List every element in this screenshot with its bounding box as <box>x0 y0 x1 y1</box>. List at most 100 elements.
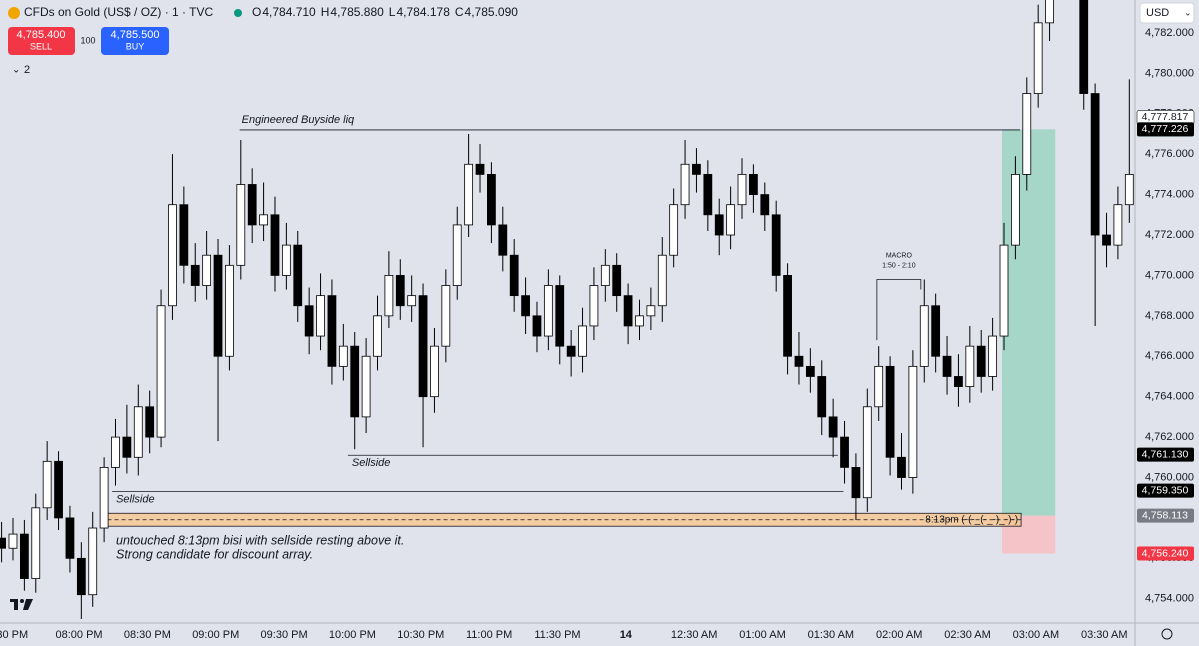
sell-button[interactable] <box>8 27 75 55</box>
candle-body <box>612 264 622 297</box>
candle-body <box>532 315 542 337</box>
candle-body <box>65 517 75 559</box>
candle-body <box>487 173 496 226</box>
candle-body <box>589 285 599 327</box>
market-status <box>234 9 242 17</box>
x-tick-label: :30 PM <box>0 629 28 641</box>
level-label: Sellside <box>352 457 391 469</box>
candle-body <box>99 467 109 529</box>
symbol-title[interactable]: CFDs on Gold (US$ / OZ) · 1 · TVC <box>24 5 213 19</box>
y-tick-label: 4,762.000 <box>1145 431 1194 443</box>
currency-arrow: ⌄ <box>1184 7 1192 17</box>
candle-body <box>1022 93 1032 175</box>
candle-body <box>145 406 155 438</box>
candle-body <box>76 557 86 596</box>
currency-select[interactable] <box>1139 2 1195 24</box>
y-tick-label: 4,776.000 <box>1145 148 1194 160</box>
candle-body <box>350 345 360 418</box>
candle-body <box>749 173 758 195</box>
x-tick-label: 12:30 AM <box>671 629 717 641</box>
price-label: 4,758.113 <box>1142 509 1188 521</box>
sell-price: 4,785.400 <box>17 29 66 41</box>
x-tick-label: 09:30 PM <box>261 629 308 641</box>
settings-button[interactable] <box>1161 628 1173 640</box>
price-label-bg <box>1137 508 1194 523</box>
candle-body <box>521 295 530 317</box>
candle-body <box>999 244 1009 337</box>
ohlc-value: 4,785.090 <box>465 5 519 19</box>
candle-body <box>692 163 701 175</box>
candle-body <box>635 315 644 327</box>
ohlc-key: H <box>321 5 330 19</box>
candle-body <box>1113 204 1123 246</box>
candle-body <box>259 214 268 226</box>
spread: 100 <box>80 35 95 45</box>
candle-body <box>1102 234 1111 246</box>
candle-body <box>464 163 474 226</box>
candle-body <box>794 355 804 367</box>
candle-body <box>213 254 223 357</box>
x-tick-label: 09:00 PM <box>192 629 239 641</box>
x-tick-label: 08:00 PM <box>56 629 103 641</box>
candle-body <box>657 254 667 307</box>
price-label-bg <box>1137 447 1194 462</box>
level-label: Engineered Buyside liq <box>242 114 355 126</box>
ohlc-value: 4,785.880 <box>330 5 384 19</box>
candle-body <box>373 315 382 357</box>
buy-button[interactable] <box>101 27 169 55</box>
candle-body <box>407 295 417 307</box>
candle-body <box>441 285 451 347</box>
candle-body <box>680 163 690 206</box>
price-label: 4,777.226 <box>1142 123 1189 135</box>
candle-body <box>384 275 394 317</box>
candle-body <box>133 406 143 458</box>
y-tick-label: 4,772.000 <box>1145 229 1194 241</box>
candle-body <box>54 460 63 519</box>
candle-body <box>1011 173 1020 246</box>
candle-body <box>669 204 679 256</box>
candle-body <box>646 305 656 317</box>
ohlc-key: L <box>389 5 396 19</box>
currency[interactable]: USD <box>1146 7 1169 19</box>
candle-body <box>498 224 508 256</box>
level-label: Sellside <box>116 494 155 506</box>
candle-body <box>1079 0 1089 94</box>
buy-label: BUY <box>126 41 145 51</box>
candle-body <box>988 335 997 377</box>
x-tick-label: 02:30 AM <box>944 629 990 641</box>
candle-body <box>42 460 52 509</box>
y-tick-label: 4,766.000 <box>1145 350 1194 362</box>
candle-body <box>31 507 41 579</box>
candle-body <box>0 537 6 549</box>
candle-body <box>874 365 884 408</box>
candle-body <box>327 295 337 367</box>
buy-price: 4,785.500 <box>111 29 160 41</box>
indicators-count[interactable]: 2 <box>24 64 30 76</box>
candle-body <box>566 345 576 357</box>
candle-body <box>202 254 212 286</box>
candle-body <box>555 285 565 347</box>
candle-body <box>726 204 736 236</box>
candle-body <box>703 173 713 216</box>
x-tick-label: 10:00 PM <box>329 629 376 641</box>
candle-body <box>760 194 770 216</box>
y-tick-label: 4,774.000 <box>1145 189 1194 201</box>
position-profit-zone <box>1001 129 1056 516</box>
candle-body <box>783 275 792 357</box>
price-label: 4,761.130 <box>1142 448 1189 460</box>
y-tick-label: 4,760.000 <box>1145 471 1194 483</box>
candle-body <box>862 406 872 499</box>
candle-body <box>338 345 348 367</box>
candle-body <box>1124 173 1134 206</box>
candle-body <box>168 204 177 307</box>
x-tick-label: 11:00 PM <box>466 629 512 641</box>
indicators-toggle[interactable]: ⌄ <box>12 65 20 76</box>
note-text: untouched 8:13pm bisi with sellside rest… <box>116 534 404 548</box>
candle-body <box>817 376 827 418</box>
candle-body <box>965 345 975 387</box>
candle-body <box>942 355 952 377</box>
candle-body <box>179 204 189 266</box>
x-tick-label: 01:30 AM <box>808 629 854 641</box>
macro-time: 1:50 - 2:10 <box>882 262 916 269</box>
